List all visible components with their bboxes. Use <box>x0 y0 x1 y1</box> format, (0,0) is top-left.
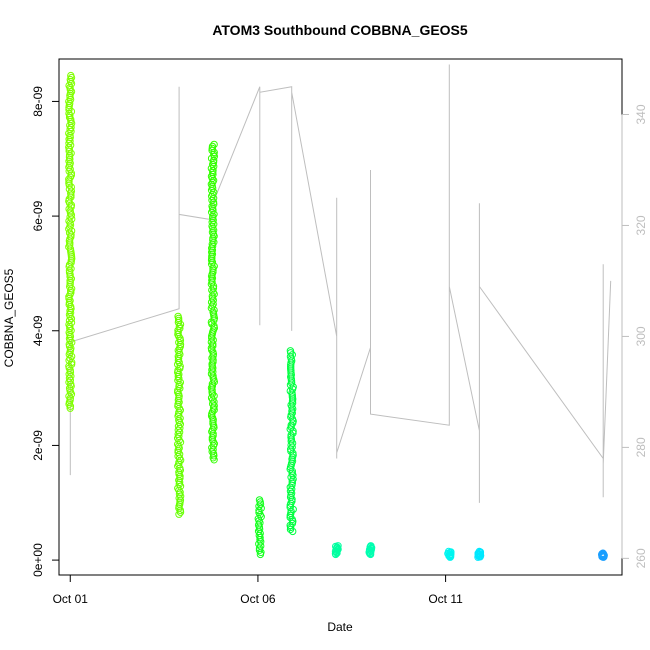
data-point <box>67 265 75 273</box>
point-cluster <box>207 140 219 464</box>
data-point <box>286 347 295 355</box>
x-axis-label: Date <box>327 620 353 634</box>
y-tick-label: 8e-09 <box>31 86 45 117</box>
data-point <box>65 175 73 183</box>
data-point <box>210 140 218 149</box>
point-cluster <box>444 547 455 561</box>
data-point <box>67 71 75 80</box>
y2-tick-label: 300 <box>634 326 648 346</box>
x-tick-label: Oct 01 <box>53 592 89 606</box>
data-point <box>66 121 74 130</box>
point-cluster <box>254 496 265 559</box>
data-point <box>209 336 217 344</box>
right-axis-line-layer <box>69 64 612 503</box>
y2-tick-label: 260 <box>634 548 648 568</box>
data-point <box>65 316 74 325</box>
chart-title: ATOM3 Southbound COBBNA_GEOS5 <box>212 22 468 38</box>
data-point <box>288 351 296 359</box>
y-tick-label: 0e+00 <box>31 543 45 577</box>
data-point <box>286 483 294 491</box>
data-point <box>66 75 75 84</box>
data-point <box>175 450 184 458</box>
data-point <box>475 547 483 556</box>
data-point <box>175 338 183 347</box>
data-point <box>255 496 264 504</box>
data-point <box>208 142 217 151</box>
point-cluster <box>65 71 76 412</box>
data-point <box>367 542 375 550</box>
right-axis-series-line <box>69 64 612 503</box>
data-point <box>174 312 182 321</box>
data-point <box>444 547 453 556</box>
y2-tick-label: 340 <box>634 104 648 124</box>
y2-tick-label: 280 <box>634 437 648 457</box>
data-point <box>174 326 182 335</box>
plot-frame <box>58 58 623 576</box>
data-points-layer <box>65 71 608 561</box>
x-tick-label: Oct 11 <box>428 592 463 606</box>
point-cluster <box>286 347 297 536</box>
y-tick-label: 6e-09 <box>31 200 45 231</box>
data-point <box>175 510 183 518</box>
data-point <box>210 262 218 270</box>
y2-tick-label: 320 <box>634 215 648 235</box>
data-point <box>599 549 607 557</box>
axes-layer: Oct 01 Oct 06 Oct 11 0e+00 2e-09 4e-09 6e-09 8e… <box>31 86 648 606</box>
point-cluster <box>331 542 342 559</box>
point-cluster <box>474 547 485 561</box>
y-axis-label: COBBNA_GEOS5 <box>2 268 16 367</box>
x-tick-label: Oct 06 <box>240 592 276 606</box>
data-point <box>334 542 342 550</box>
point-cluster <box>598 549 608 561</box>
data-point <box>289 527 297 536</box>
point-cluster <box>174 312 185 518</box>
point-cluster <box>365 542 376 559</box>
data-point <box>65 97 73 106</box>
y-tick-label: 4e-09 <box>31 315 45 346</box>
y-tick-label: 2e-09 <box>31 430 45 461</box>
